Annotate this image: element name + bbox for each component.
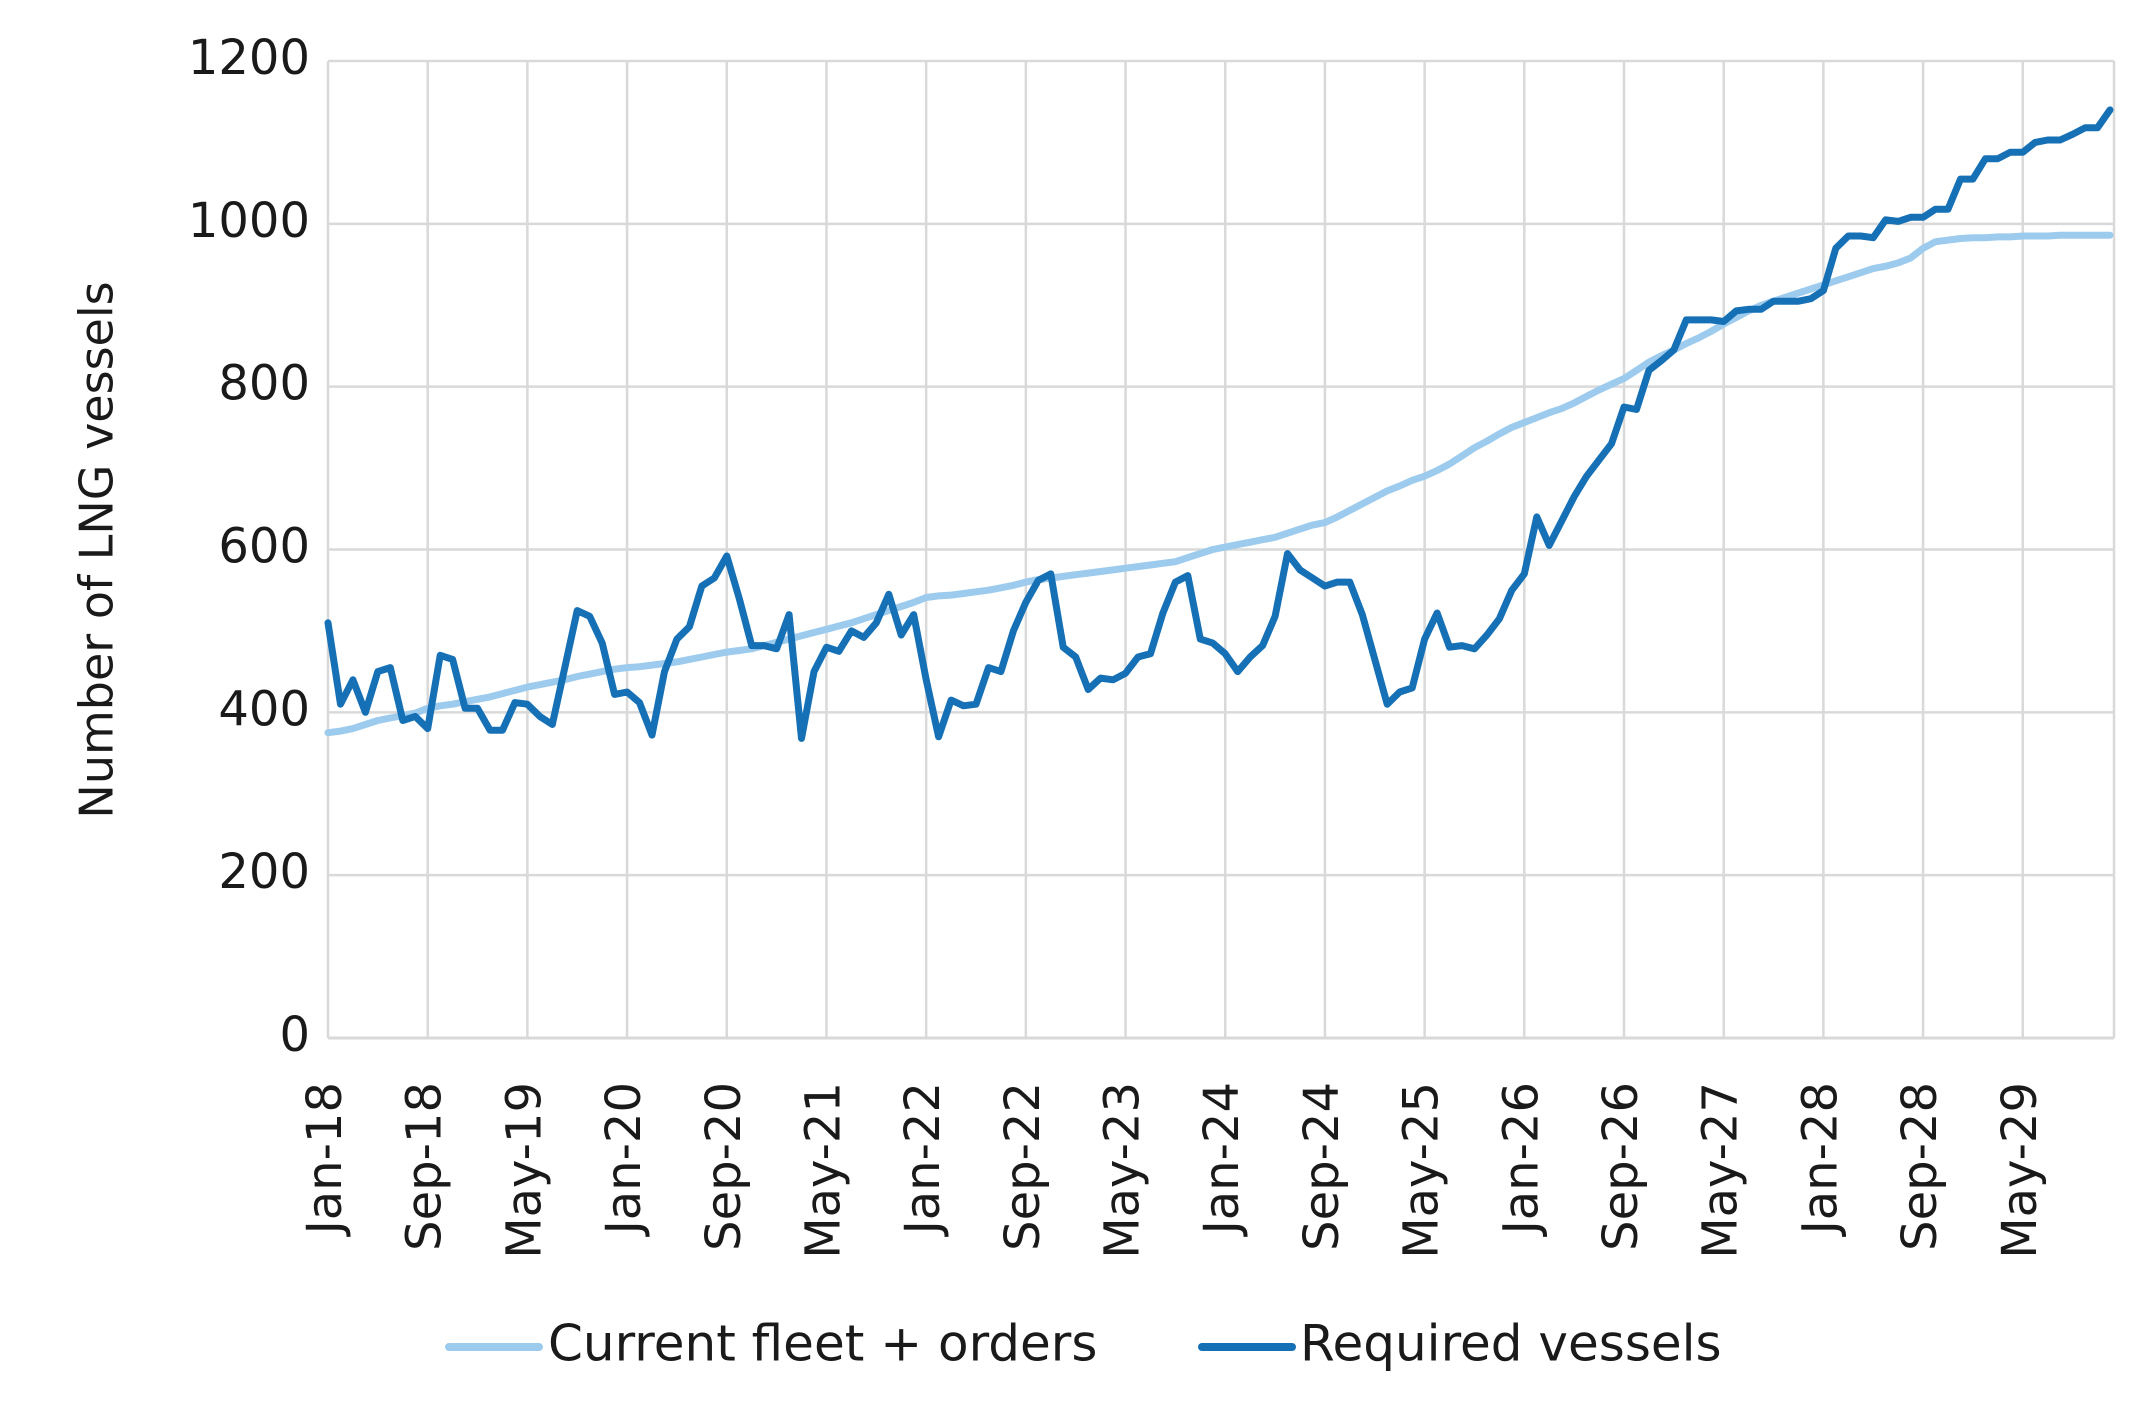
y-axis-title: Number of LNG vessels xyxy=(70,281,124,818)
x-tick-label: Jan-22 xyxy=(895,1082,951,1237)
x-tick-label: Jan-26 xyxy=(1493,1082,1549,1237)
x-tick-label: Sep-24 xyxy=(1294,1082,1350,1251)
x-tick-label: Jan-28 xyxy=(1792,1082,1848,1237)
x-tick-label: May-27 xyxy=(1693,1082,1749,1259)
y-tick-label: 200 xyxy=(218,844,310,900)
y-tick-label: 400 xyxy=(218,681,310,737)
y-tick-label: 600 xyxy=(218,519,310,575)
x-tick-label: Sep-28 xyxy=(1892,1082,1948,1251)
legend-label: Current fleet + orders xyxy=(548,1315,1097,1373)
x-tick-label: May-19 xyxy=(496,1082,552,1259)
y-tick-label: 0 xyxy=(279,1007,310,1063)
x-tick-label: May-21 xyxy=(795,1082,851,1259)
series-line xyxy=(324,231,2114,737)
y-tick-label: 800 xyxy=(218,356,310,412)
grid xyxy=(326,59,2116,1040)
x-tick-label: Sep-20 xyxy=(696,1082,752,1251)
x-tick-label: May-23 xyxy=(1095,1082,1151,1259)
x-tick-label: Jan-18 xyxy=(297,1082,353,1237)
y-tick-label: 1000 xyxy=(188,193,310,249)
x-tick-label: May-25 xyxy=(1394,1082,1450,1259)
y-tick-label: 1200 xyxy=(188,30,310,86)
x-tick-label: Sep-26 xyxy=(1593,1082,1649,1251)
x-tick-label: Sep-18 xyxy=(397,1082,453,1251)
x-tick-label: Jan-24 xyxy=(1194,1082,1250,1237)
legend-label: Required vessels xyxy=(1300,1315,1722,1373)
series-line xyxy=(324,106,2114,742)
x-tick-label: Sep-22 xyxy=(995,1082,1051,1251)
x-tick-label: Jan-20 xyxy=(596,1082,652,1237)
x-tick-label: May-29 xyxy=(1992,1082,2048,1259)
